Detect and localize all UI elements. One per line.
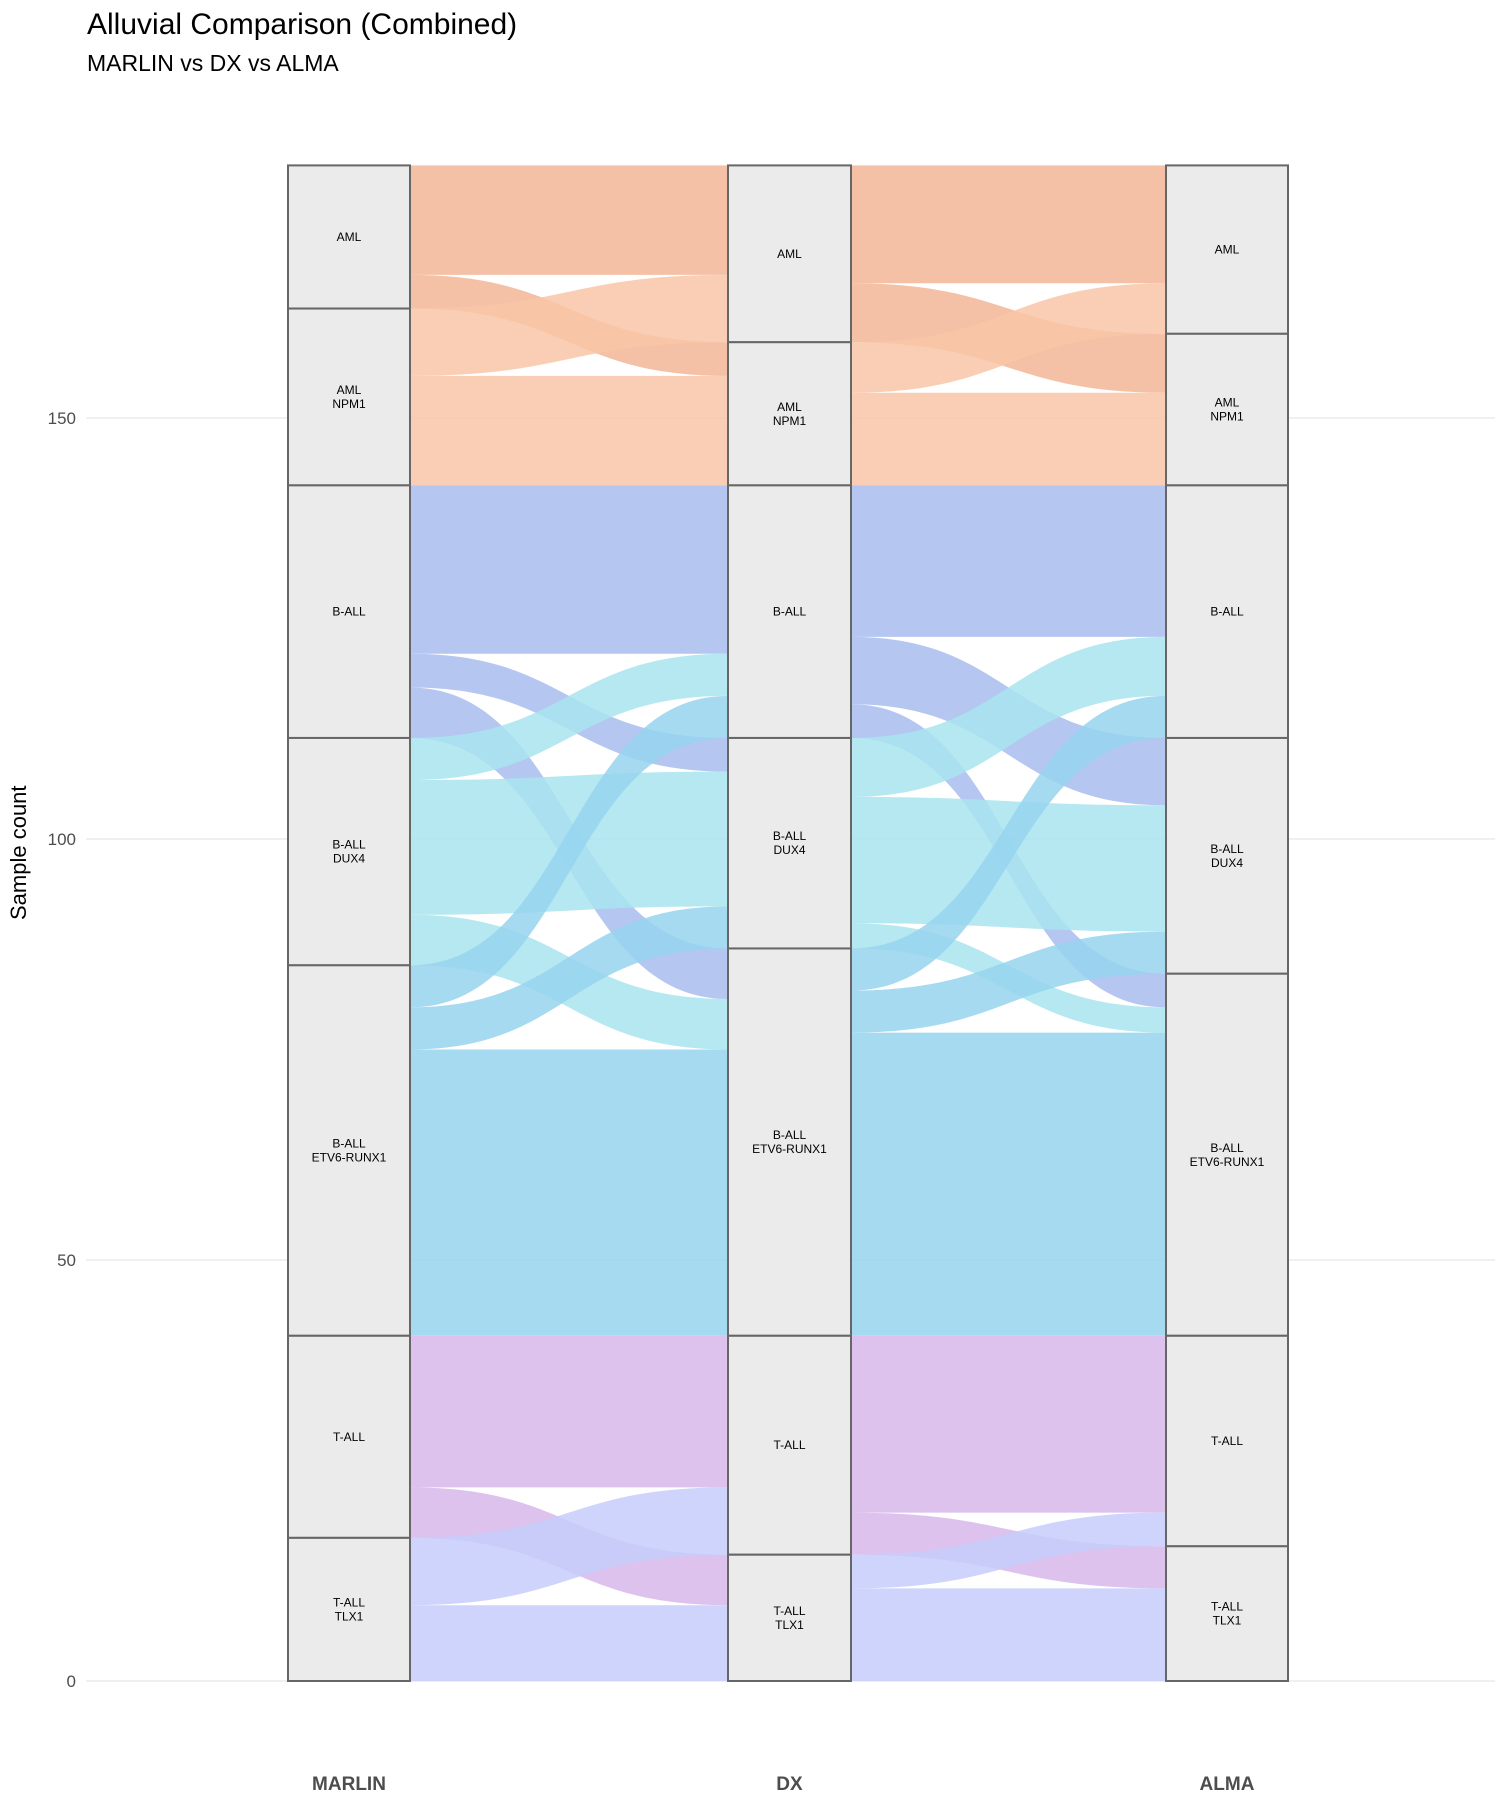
y-axis-ticks: 0 50 100 150	[48, 409, 76, 1691]
flow-b-all-dux4-to-b-all	[851, 636, 1166, 797]
x-axis-label-marlin: MARLIN	[312, 1774, 386, 1795]
stratum-alma-b-all: B-ALL	[1165, 484, 1289, 739]
stratum-label: B-ALL	[332, 1137, 366, 1151]
stratum-label: NPM1	[773, 414, 807, 428]
stratum-label: AML	[337, 230, 362, 244]
flow-aml-npm1-to-aml	[410, 274, 728, 376]
flow-b-all-etv6-runx1-to-b-all-etv6-runx1	[851, 1032, 1166, 1336]
flow-b-all-dux4-to-b-all	[410, 653, 728, 781]
stratum-label: AML	[777, 400, 802, 414]
strata-boxes: AMLAMLNPM1B-ALLB-ALLDUX4B-ALLETV6-RUNX1T…	[287, 164, 1289, 1683]
flow-bands	[410, 165, 1166, 1681]
flow-t-all-tlx1-to-t-all	[410, 1487, 728, 1606]
flow-t-all-tlx1-to-t-all-tlx1	[851, 1588, 1166, 1681]
stratum-label: T-ALL	[1211, 1434, 1243, 1448]
chart-title: Alluvial Comparison (Combined)	[87, 8, 518, 41]
x-axis-labels: MARLIN DX ALMA	[312, 1774, 1255, 1795]
flow-t-all-to-t-all	[851, 1335, 1166, 1513]
stratum-label: NPM1	[1210, 410, 1244, 424]
x-axis-label-dx: DX	[776, 1774, 803, 1795]
y-tick-label: 50	[57, 1251, 76, 1270]
stratum-label: B-ALL	[1210, 605, 1244, 619]
flow-b-all-etv6-runx1-to-b-all-dux4	[851, 931, 1166, 1033]
stratum-label: T-ALL	[1211, 1600, 1243, 1614]
stratum-label: TLX1	[1213, 1614, 1242, 1628]
stratum-label: TLX1	[335, 1609, 364, 1623]
stratum-label: ETV6-RUNX1	[1190, 1155, 1265, 1169]
y-tick-label: 0	[67, 1672, 76, 1691]
stratum-label: TLX1	[775, 1618, 804, 1632]
stratum-label: B-ALL	[773, 1128, 807, 1142]
flow-aml-npm1-to-aml	[851, 283, 1166, 393]
stratum-label: DUX4	[773, 843, 805, 857]
stratum-label: AML	[777, 247, 802, 261]
stratum-alma-t-all: T-ALL	[1165, 1334, 1289, 1548]
stratum-label: T-ALL	[333, 1595, 365, 1609]
flow-b-all-etv6-runx1-to-b-all	[410, 695, 728, 1008]
stratum-label: AML	[1215, 243, 1240, 257]
stratum-label: B-ALL	[773, 829, 807, 843]
flow-aml-to-aml	[851, 165, 1166, 284]
stratum-label: ETV6-RUNX1	[312, 1151, 387, 1165]
stratum-label: ETV6-RUNX1	[752, 1142, 827, 1156]
stratum-label: B-ALL	[773, 605, 807, 619]
flow-b-all-to-b-all	[851, 485, 1166, 637]
stratum-label: B-ALL	[1210, 1141, 1244, 1155]
stratum-alma-aml: AML	[1165, 164, 1289, 335]
stratum-label: AML	[337, 383, 362, 397]
stratum-marlin-t-all: T-ALL	[287, 1334, 411, 1539]
flow-b-all-etv6-runx1-to-b-all-etv6-runx1	[410, 1049, 728, 1336]
stratum-marlin-aml: AML	[287, 164, 411, 310]
flow-t-all-tlx1-to-t-all	[851, 1512, 1166, 1589]
stratum-dx-aml: AML	[727, 164, 852, 344]
stratum-label: T-ALL	[773, 1438, 805, 1452]
stratum-label: T-ALL	[773, 1604, 805, 1618]
stratum-label: NPM1	[332, 397, 366, 411]
flow-aml-npm1-to-aml-npm1	[851, 392, 1166, 486]
stratum-label: DUX4	[333, 852, 365, 866]
flow-aml-npm1-to-aml-npm1	[410, 375, 728, 486]
stratum-label: B-ALL	[332, 605, 366, 619]
stratum-label: DUX4	[1211, 856, 1243, 870]
stratum-label: B-ALL	[1210, 842, 1244, 856]
flow-t-all-to-t-all	[410, 1335, 728, 1488]
stratum-dx-t-all: T-ALL	[727, 1334, 852, 1556]
flow-b-all-etv6-runx1-to-b-all-dux4	[410, 906, 728, 1050]
stratum-label: AML	[1215, 396, 1240, 410]
flow-aml-to-aml	[410, 165, 728, 275]
x-axis-label-alma: ALMA	[1200, 1774, 1255, 1795]
stratum-label: T-ALL	[333, 1430, 365, 1444]
flow-b-all-to-b-all	[410, 485, 728, 654]
flow-b-all-etv6-runx1-to-b-all	[851, 695, 1166, 991]
y-tick-label: 100	[48, 830, 76, 849]
flow-t-all-tlx1-to-t-all-tlx1	[410, 1605, 728, 1681]
chart-subtitle: MARLIN vs DX vs ALMA	[87, 50, 339, 76]
stratum-label: B-ALL	[332, 838, 366, 852]
y-tick-label: 150	[48, 409, 76, 428]
stratum-dx-b-all: B-ALL	[727, 484, 852, 739]
stratum-marlin-b-all: B-ALL	[287, 484, 411, 739]
